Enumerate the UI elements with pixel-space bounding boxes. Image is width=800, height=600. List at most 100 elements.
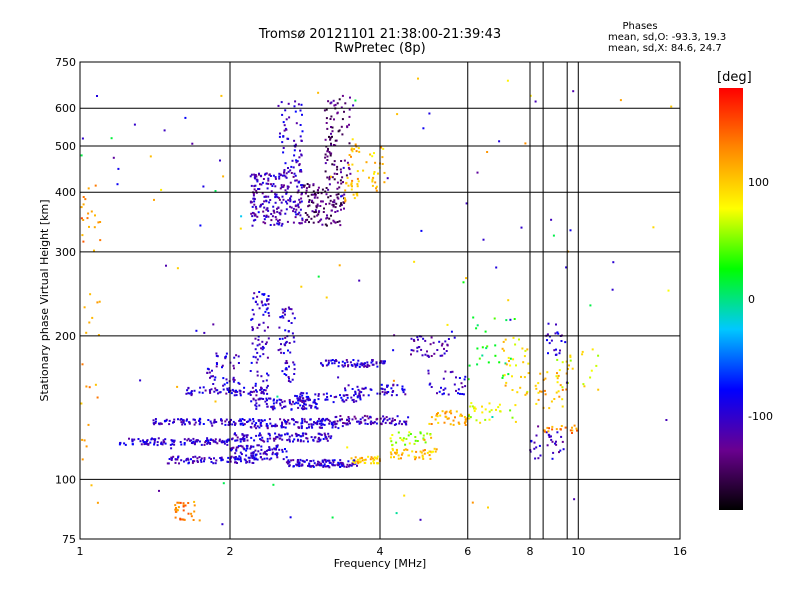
data-point xyxy=(429,433,432,436)
data-point xyxy=(391,444,394,447)
data-point xyxy=(330,214,332,217)
data-point xyxy=(250,361,253,364)
data-point xyxy=(453,336,456,339)
data-point xyxy=(342,422,345,424)
data-point xyxy=(444,387,447,390)
data-point xyxy=(457,421,460,424)
data-point xyxy=(265,215,268,218)
data-point xyxy=(406,448,409,451)
data-point xyxy=(232,376,235,379)
data-point xyxy=(391,417,394,420)
data-point xyxy=(190,391,193,394)
data-point xyxy=(88,225,90,228)
data-point xyxy=(208,371,211,374)
data-point xyxy=(246,460,248,463)
data-point xyxy=(80,154,83,157)
data-point xyxy=(285,374,288,377)
data-point xyxy=(288,461,291,464)
data-point xyxy=(265,386,268,389)
data-point xyxy=(384,421,387,424)
data-point xyxy=(558,451,560,454)
data-point xyxy=(293,317,296,320)
data-point xyxy=(471,405,474,408)
data-point xyxy=(170,439,173,442)
data-point xyxy=(215,459,218,462)
data-point xyxy=(179,441,182,443)
data-point xyxy=(173,418,176,421)
data-point xyxy=(562,448,565,451)
data-point xyxy=(257,450,260,453)
data-point xyxy=(302,432,305,435)
data-point xyxy=(209,420,212,423)
data-point xyxy=(228,421,230,424)
data-point xyxy=(303,460,306,463)
data-point xyxy=(181,419,184,422)
data-point xyxy=(302,392,305,395)
data-point xyxy=(182,504,185,507)
data-point xyxy=(544,430,546,433)
data-point xyxy=(430,416,433,419)
data-point xyxy=(180,418,183,420)
data-point xyxy=(249,394,252,396)
data-point xyxy=(255,405,258,408)
data-point xyxy=(284,420,287,423)
data-point xyxy=(440,386,442,389)
data-point xyxy=(429,382,432,385)
data-point xyxy=(292,210,295,213)
data-point xyxy=(145,441,148,444)
data-point xyxy=(192,460,194,463)
data-point xyxy=(357,462,360,465)
data-point xyxy=(239,392,242,395)
data-point xyxy=(453,383,456,386)
data-point xyxy=(412,338,415,341)
data-point xyxy=(345,399,348,402)
data-point xyxy=(380,423,383,426)
data-point xyxy=(292,200,295,203)
data-point xyxy=(547,352,549,355)
data-point xyxy=(299,201,301,204)
data-point xyxy=(282,147,285,149)
data-point xyxy=(354,390,357,393)
data-point xyxy=(329,394,332,397)
data-point xyxy=(294,216,297,219)
data-point xyxy=(281,337,284,340)
data-point xyxy=(82,203,85,206)
data-point xyxy=(341,418,343,421)
data-point xyxy=(435,448,438,451)
data-point xyxy=(324,138,327,141)
data-point xyxy=(340,202,343,205)
data-point xyxy=(351,163,354,166)
data-point xyxy=(383,181,386,184)
data-point xyxy=(354,393,357,395)
data-point xyxy=(304,192,307,195)
data-point xyxy=(281,195,284,198)
data-point xyxy=(285,456,288,459)
data-point xyxy=(272,405,275,408)
data-point xyxy=(366,361,369,364)
data-point xyxy=(362,387,365,390)
data-point xyxy=(339,168,342,171)
data-point xyxy=(303,403,306,406)
data-point xyxy=(467,414,470,417)
data-point xyxy=(337,461,340,464)
data-point xyxy=(539,372,542,375)
data-point xyxy=(543,389,546,392)
data-point xyxy=(233,367,235,370)
data-point xyxy=(581,353,584,356)
data-point xyxy=(264,343,267,345)
data-point xyxy=(526,390,529,393)
data-point xyxy=(397,454,400,457)
data-point xyxy=(426,432,429,435)
data-point xyxy=(280,351,283,354)
data-point xyxy=(290,308,293,311)
data-point xyxy=(407,434,410,437)
data-point xyxy=(487,361,490,364)
data-point xyxy=(251,391,254,394)
data-point xyxy=(373,171,376,173)
data-point xyxy=(344,197,346,200)
chart-title: Tromsø 20121101 21:38:00-21:39:43 xyxy=(258,27,502,42)
data-point xyxy=(315,205,318,208)
data-point xyxy=(274,176,277,179)
data-point xyxy=(208,456,211,459)
data-point xyxy=(300,103,303,106)
